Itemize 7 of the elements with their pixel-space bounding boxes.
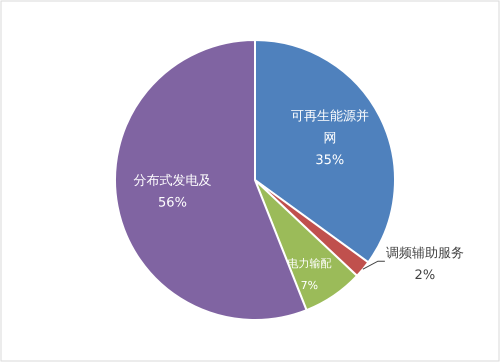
slice-label: 分布式发电及 bbox=[133, 174, 212, 189]
data-label: 56% bbox=[158, 196, 187, 211]
data-label: 2% bbox=[414, 268, 436, 284]
slice-label: 可再生能源并网 bbox=[290, 108, 369, 146]
data-label: 7% bbox=[300, 278, 318, 292]
slice-label: 调频辅助服务 bbox=[386, 246, 464, 262]
data-label: 35% bbox=[315, 152, 344, 168]
